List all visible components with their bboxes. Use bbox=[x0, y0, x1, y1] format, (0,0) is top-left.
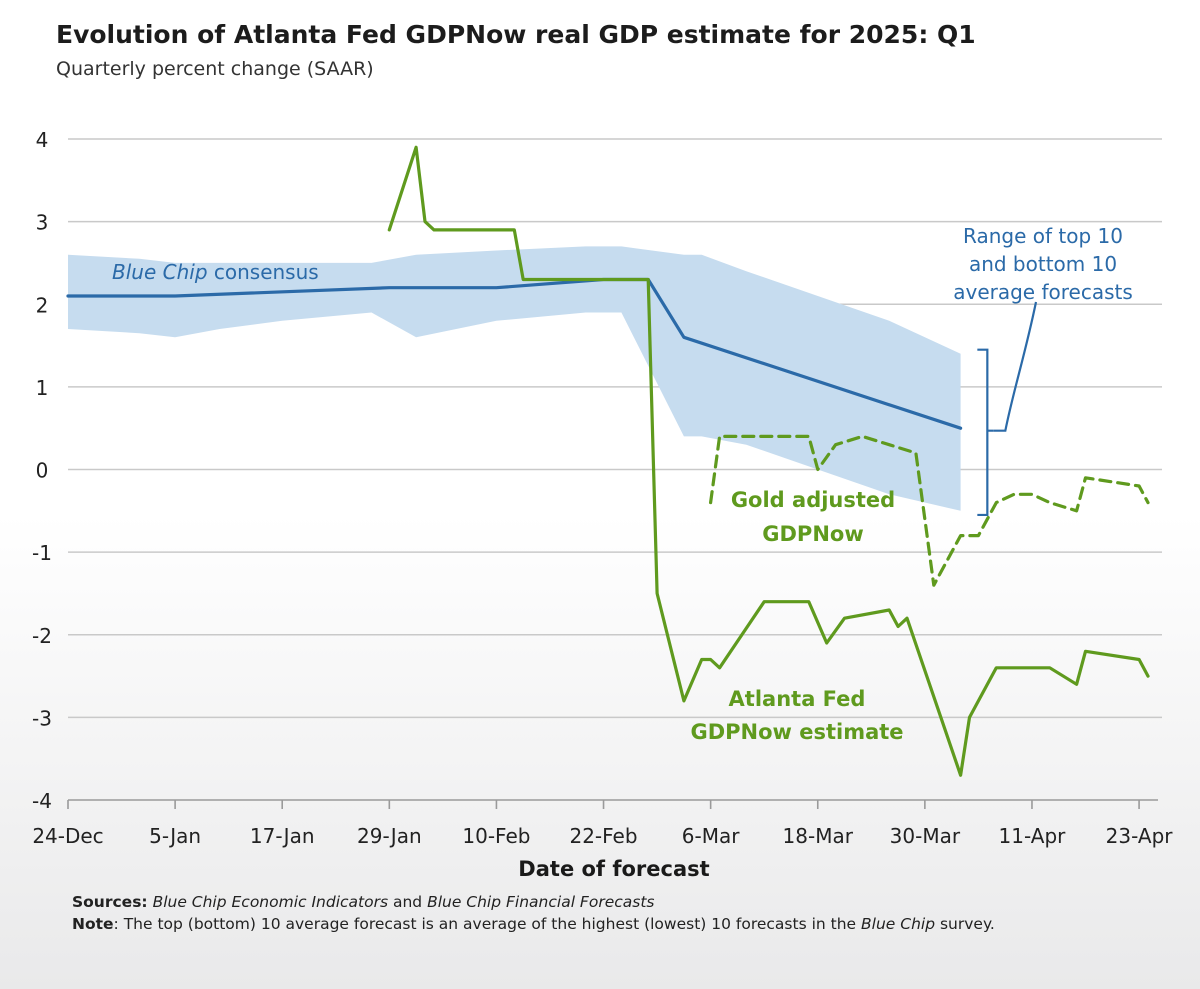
x-axis: 24-Dec 5-Jan 17-Jan 29-Jan 10-Feb 22-Feb 6-Mar… bbox=[32, 799, 1174, 848]
sources-line: Sources: Blue Chip Economic Indicators a… bbox=[72, 891, 1152, 913]
x-tick-label: 22-Feb bbox=[569, 824, 637, 848]
y-tick-label: -3 bbox=[32, 706, 52, 730]
series-layer bbox=[66, 145, 1150, 777]
x-tick-label: 11-Apr bbox=[999, 824, 1067, 848]
x-tick-label: 18-Mar bbox=[783, 824, 854, 848]
sources-text-1: Blue Chip Economic Indicators bbox=[152, 893, 389, 911]
y-tick-label: 4 bbox=[36, 128, 49, 152]
x-tick-label: 23-Apr bbox=[1106, 824, 1174, 848]
band-layer bbox=[68, 246, 961, 511]
sources-and: and bbox=[388, 893, 428, 911]
gold-adjusted-gdpnow-line bbox=[708, 434, 1150, 587]
forecast-range-band bbox=[68, 246, 961, 511]
footnotes: Sources: Blue Chip Economic Indicators a… bbox=[72, 891, 1152, 935]
note-text: : The top (bottom) 10 average forecast i… bbox=[113, 915, 862, 933]
x-tick-label: 29-Jan bbox=[357, 824, 422, 848]
chart-subtitle: Quarterly percent change (SAAR) bbox=[56, 58, 374, 80]
y-tick-label: -2 bbox=[32, 624, 52, 648]
blue-chip-consensus-line bbox=[66, 277, 963, 430]
chart-title: Evolution of Atlanta Fed GDPNow real GDP… bbox=[56, 20, 976, 49]
y-tick-label: 0 bbox=[36, 459, 49, 483]
gold-adjusted-label-line: Gold adjusted bbox=[731, 488, 895, 512]
range-pointer bbox=[993, 301, 1038, 432]
x-tick-label: 24-Dec bbox=[32, 824, 103, 848]
range-bracket bbox=[977, 348, 994, 517]
x-tick-label: 6-Mar bbox=[682, 824, 740, 848]
x-tick-label: 17-Jan bbox=[250, 824, 315, 848]
range-label-line: Range of top 10 bbox=[963, 224, 1123, 248]
note-italic: Blue Chip bbox=[861, 915, 936, 933]
y-tick-label: -1 bbox=[32, 541, 52, 565]
note-end: survey. bbox=[935, 915, 995, 933]
x-tick-label: 10-Feb bbox=[462, 824, 530, 848]
annotation-layer: Blue Chip consensus Range of top 10 and bo… bbox=[112, 224, 1133, 744]
sources-text-2: Blue Chip Financial Forecasts bbox=[427, 893, 655, 911]
gold-adjusted-label-line: GDPNow bbox=[762, 522, 863, 546]
y-tick-label: 2 bbox=[36, 293, 49, 317]
sources-label: Sources: bbox=[72, 893, 148, 911]
x-tick-label: 30-Mar bbox=[890, 824, 961, 848]
range-label-line: average forecasts bbox=[953, 280, 1133, 304]
x-tick-label: 5-Jan bbox=[149, 824, 201, 848]
gdpnow-label-line: GDPNow estimate bbox=[690, 720, 903, 744]
note-line: Note: The top (bottom) 10 average foreca… bbox=[72, 913, 1152, 935]
y-tick-label: 3 bbox=[36, 211, 49, 235]
x-axis-label: Date of forecast bbox=[518, 857, 709, 880]
note-label: Note bbox=[72, 915, 114, 933]
range-label-line: and bottom 10 bbox=[969, 252, 1117, 276]
y-tick-label: -4 bbox=[32, 789, 52, 813]
y-tick-label: 1 bbox=[36, 376, 49, 400]
blue-chip-consensus-label: Blue Chip consensus bbox=[112, 260, 319, 284]
gdpnow-estimate-line bbox=[387, 145, 1150, 777]
gdp-chart: 4 3 2 1 0 -1 -2 -3 -4 24-Dec 5-Jan 17-Jan 29-Jan 10-… bbox=[32, 128, 1174, 880]
gdpnow-label-line: Atlanta Fed bbox=[729, 687, 866, 711]
